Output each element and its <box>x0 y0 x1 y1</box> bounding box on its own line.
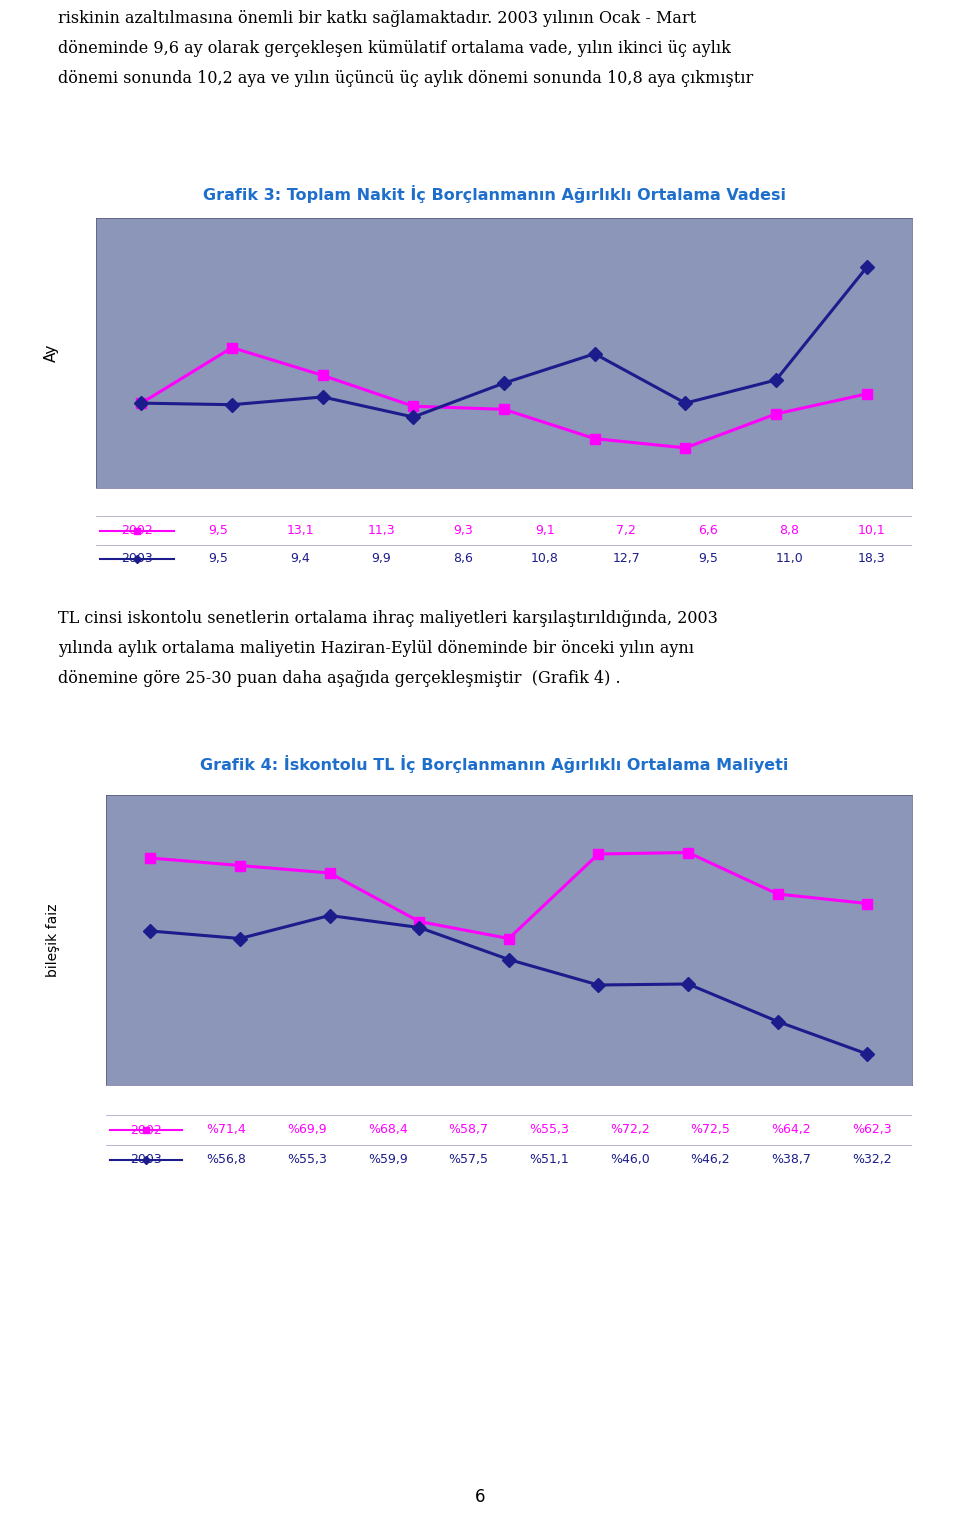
Text: 11,3: 11,3 <box>368 523 396 537</box>
Text: 2002: 2002 <box>925 897 960 910</box>
Text: 9,3: 9,3 <box>453 523 473 537</box>
Text: %69,9: %69,9 <box>287 1124 327 1136</box>
Text: %64,2: %64,2 <box>771 1124 811 1136</box>
Text: 6: 6 <box>475 1488 485 1506</box>
Text: Nis: Nis <box>459 1094 478 1106</box>
Text: Ağu: Ağu <box>778 496 802 508</box>
Text: 13,1: 13,1 <box>286 523 314 537</box>
Text: %72,2: %72,2 <box>610 1124 650 1136</box>
Text: Eyl: Eyl <box>862 1094 881 1106</box>
Text: Oca: Oca <box>214 1094 239 1106</box>
Text: %38,7: %38,7 <box>771 1153 811 1167</box>
Text: Grafik 4: İskontolu TL İç Borçlanmanın Ağırlıklı Ortalama Maliyeti: Grafik 4: İskontolu TL İç Borçlanmanın A… <box>201 755 788 774</box>
Text: %32,2: %32,2 <box>852 1153 892 1167</box>
Text: 9,5: 9,5 <box>208 552 228 566</box>
Text: 9,5: 9,5 <box>698 552 718 566</box>
Text: Haz: Haz <box>614 496 638 508</box>
Text: Nis: Nis <box>453 496 473 508</box>
Text: 2002: 2002 <box>925 387 960 400</box>
Text: Ay: Ay <box>43 344 59 363</box>
Text: Tem: Tem <box>695 496 721 508</box>
Text: bileşik faiz: bileşik faiz <box>46 903 60 977</box>
Text: Şub: Şub <box>288 496 312 508</box>
Text: %56,8: %56,8 <box>206 1153 247 1167</box>
Text: %55,3: %55,3 <box>287 1153 327 1167</box>
Text: %46,0: %46,0 <box>610 1153 650 1167</box>
Text: 2003: 2003 <box>925 261 960 275</box>
Text: 6,6: 6,6 <box>698 523 718 537</box>
Text: %72,5: %72,5 <box>690 1124 731 1136</box>
Text: 2003: 2003 <box>121 552 153 566</box>
Text: Haz: Haz <box>618 1094 641 1106</box>
Text: Sub: Sub <box>296 1094 319 1106</box>
Text: 10,8: 10,8 <box>531 552 559 566</box>
Text: Eyl: Eyl <box>862 496 880 508</box>
Text: %57,5: %57,5 <box>448 1153 489 1167</box>
Text: 12,7: 12,7 <box>612 552 640 566</box>
Text: 7,2: 7,2 <box>616 523 636 537</box>
Text: %58,7: %58,7 <box>448 1124 489 1136</box>
Text: 9,5: 9,5 <box>208 523 228 537</box>
Text: Grafik 3: Toplam Nakit İç Borçlanmanın Ağırlıklı Ortalama Vadesi: Grafik 3: Toplam Nakit İç Borçlanmanın A… <box>203 185 786 203</box>
Text: %46,2: %46,2 <box>690 1153 731 1167</box>
Text: 10,1: 10,1 <box>857 523 885 537</box>
Text: 2003: 2003 <box>925 1048 960 1060</box>
Text: 2002: 2002 <box>121 523 153 537</box>
Text: 9,4: 9,4 <box>290 552 310 566</box>
Text: Oca: Oca <box>206 496 230 508</box>
Text: 8,6: 8,6 <box>453 552 473 566</box>
Text: 8,8: 8,8 <box>780 523 800 537</box>
Text: TL cinsi iskontolu senetlerin ortalama ihraç maliyetleri karşılaştırıldığında, 2: TL cinsi iskontolu senetlerin ortalama i… <box>58 610 717 687</box>
Text: 9,1: 9,1 <box>535 523 555 537</box>
Text: 2003: 2003 <box>130 1153 162 1167</box>
Text: 9,9: 9,9 <box>372 552 392 566</box>
Text: 2002: 2002 <box>130 1124 162 1136</box>
Text: May: May <box>532 496 558 508</box>
Text: %55,3: %55,3 <box>529 1124 569 1136</box>
Text: Mar: Mar <box>376 1094 399 1106</box>
Text: %51,1: %51,1 <box>529 1153 569 1167</box>
Text: 18,3: 18,3 <box>857 552 885 566</box>
Text: %62,3: %62,3 <box>852 1124 892 1136</box>
Text: 11,0: 11,0 <box>776 552 804 566</box>
Text: Mar: Mar <box>370 496 394 508</box>
Text: Tem: Tem <box>698 1094 723 1106</box>
Text: Agu: Agu <box>779 1094 804 1106</box>
Text: %68,4: %68,4 <box>368 1124 408 1136</box>
Text: %59,9: %59,9 <box>368 1153 408 1167</box>
Text: %71,4: %71,4 <box>206 1124 247 1136</box>
Text: May: May <box>537 1094 562 1106</box>
Text: riskinin azaltılmasına önemli bir katkı sağlamaktadır. 2003 yılının Ocak - Mart
: riskinin azaltılmasına önemli bir katkı … <box>58 11 753 86</box>
